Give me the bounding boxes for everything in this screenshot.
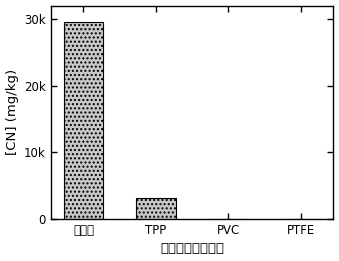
Bar — [64, 22, 103, 219]
X-axis label: 不同塑料成分处理: 不同塑料成分处理 — [160, 242, 224, 256]
Bar — [136, 198, 176, 219]
Y-axis label: [CN] (mg/kg): [CN] (mg/kg) — [5, 69, 19, 155]
